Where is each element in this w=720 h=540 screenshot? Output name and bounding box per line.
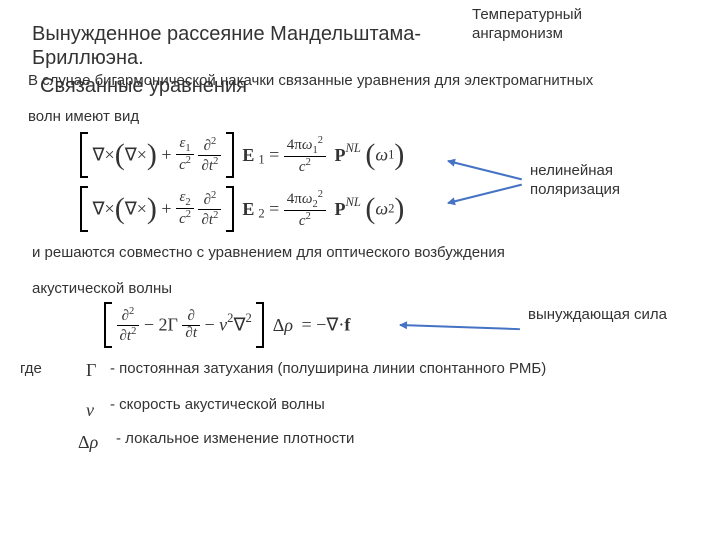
- intro-line-1: В случае бигармонической накачки связанн…: [28, 72, 628, 91]
- intro-line-2: волн имеют вид: [28, 108, 628, 127]
- mid-text-1: и решаются совместно с уравнением для оп…: [32, 244, 592, 263]
- def-gamma: - постоянная затухания (полуширина линии…: [110, 360, 650, 379]
- annotation-polarization: нелинейная поляризация: [530, 162, 690, 200]
- def-rho: - локальное изменение плотности: [116, 430, 416, 449]
- def-v: - скорость акустической волны: [110, 396, 410, 415]
- symbol-v: v: [86, 400, 94, 421]
- symbol-delta-rho: Δρ: [78, 432, 98, 453]
- arrow-to-polarization-1: [448, 160, 522, 180]
- where-label: где: [20, 360, 50, 379]
- equation-1: ∇×(∇×) + ε1c2 ∂2∂t2 E1 = 4πω12c2 PNL (ω1…: [80, 132, 404, 178]
- mid-text-2: акустической волны: [32, 280, 432, 299]
- annotation-force: вынуждающая сила: [528, 306, 688, 325]
- arrow-to-polarization-2: [448, 184, 522, 204]
- page-title: Вынужденное рассеяние Мандельштама-Брилл…: [32, 22, 532, 70]
- equation-3: ∂2∂t2 − 2Γ ∂∂t − v2∇2 Δρ = −∇·f: [104, 302, 350, 348]
- equation-2: ∇×(∇×) + ε2c2 ∂2∂t2 E2 = 4πω22c2 PNL (ω2…: [80, 186, 404, 232]
- symbol-gamma: Γ: [86, 360, 96, 381]
- arrow-to-force: [400, 324, 520, 330]
